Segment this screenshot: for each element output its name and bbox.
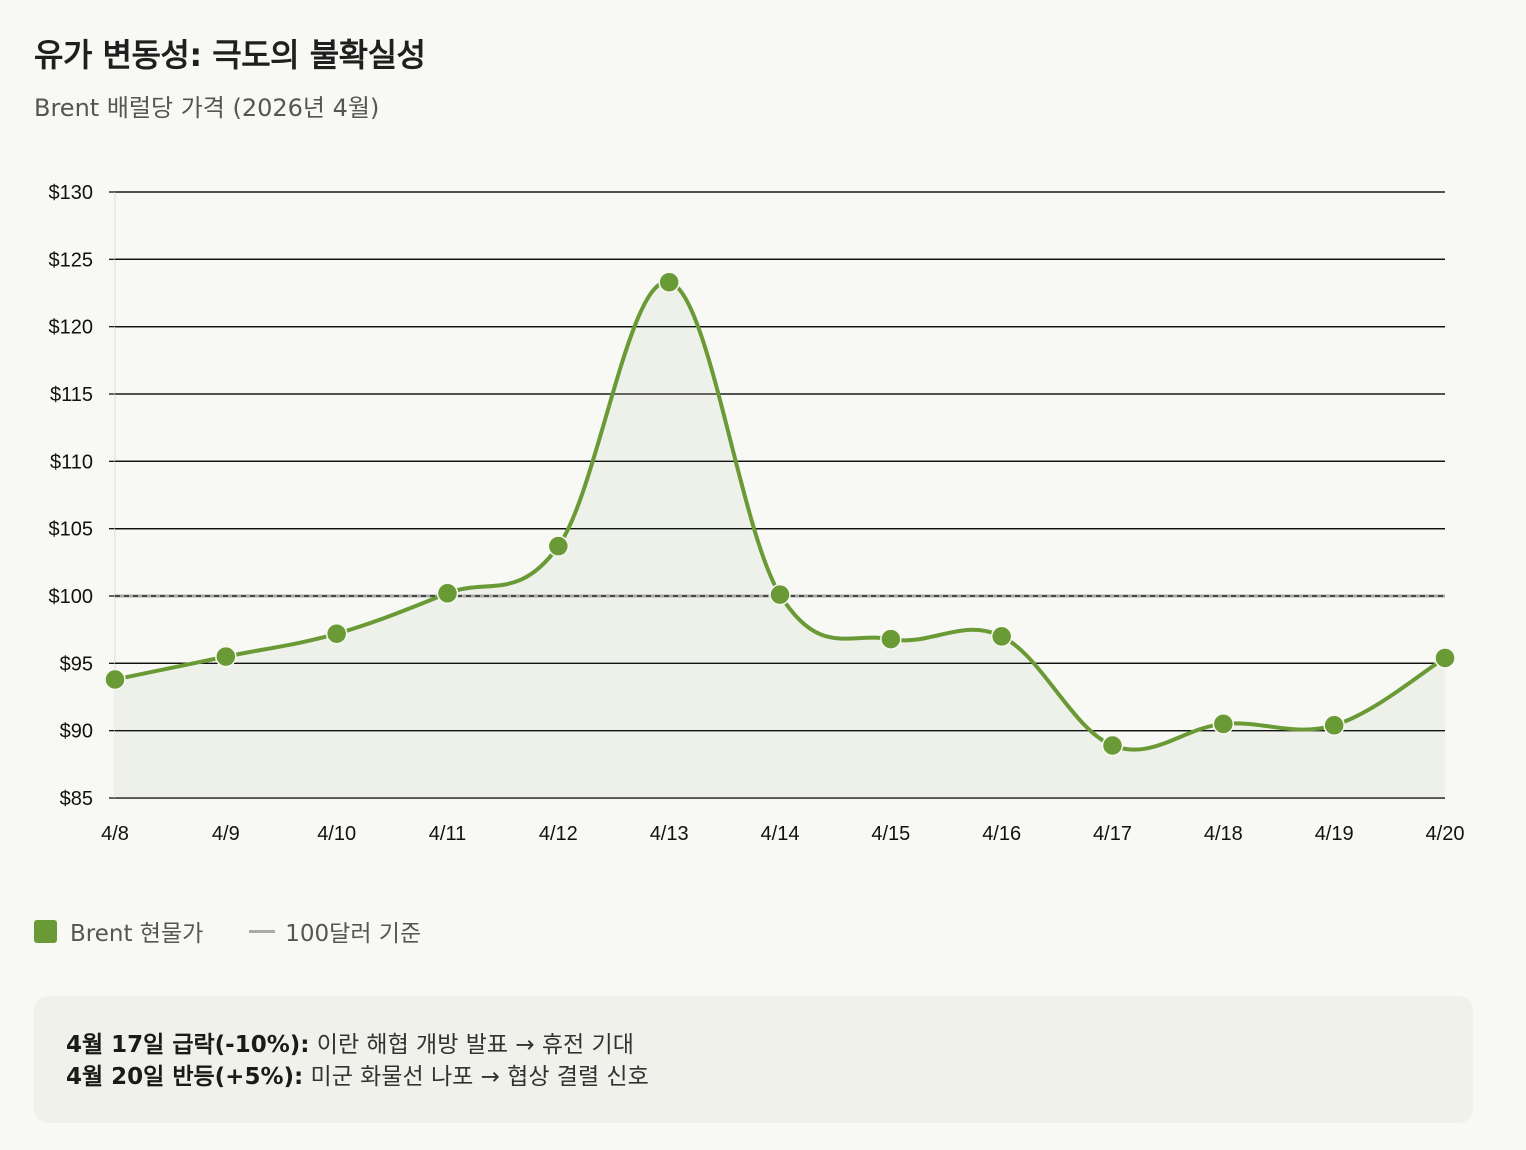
line-chart: $85 $90 $95 $100 $105 $110 $115 $120 $125 $130 4/8…	[49, 182, 1465, 845]
x-tick-label: 4/10	[317, 823, 356, 845]
legend-reference-label: 100달러 기준	[285, 921, 422, 947]
series-area	[115, 281, 1445, 798]
data-point	[990, 625, 1013, 648]
note-line: 4월 17일 급락(-10%): 이란 해협 개방 발표 → 휴전 기대	[66, 1029, 1441, 1061]
legend: Brent 현물가 100달러 기준	[34, 914, 467, 948]
notes-box: 4월 17일 급락(-10%): 이란 해협 개방 발표 → 휴전 기대 4월 …	[34, 996, 1473, 1123]
y-tick-label: $95	[60, 653, 93, 675]
legend-item-series[interactable]: Brent 현물가	[34, 914, 203, 948]
x-tick-label: 4/14	[761, 823, 800, 845]
data-point	[1434, 647, 1456, 669]
data-point	[436, 582, 459, 605]
y-tick-label: $120	[49, 317, 94, 339]
x-tick-label: 4/8	[101, 823, 129, 845]
data-point	[658, 271, 680, 293]
legend-reference-swatch	[249, 929, 276, 933]
x-tick-label: 4/18	[1204, 823, 1243, 845]
x-tick-label: 4/19	[1315, 823, 1354, 845]
x-tick-label: 4/17	[1093, 823, 1132, 845]
y-tick-label: $110	[50, 451, 93, 473]
data-point	[547, 535, 570, 557]
x-tick-label: 4/11	[429, 823, 466, 845]
note-heading: 4월 17일 급락(-10%):	[66, 1032, 310, 1058]
legend-series-swatch	[34, 919, 57, 943]
data-point	[769, 583, 791, 606]
y-tick-label: $100	[49, 586, 94, 608]
series-line	[114, 280, 1447, 752]
legend-item-reference[interactable]: 100달러 기준	[249, 914, 421, 948]
x-tick-label: 4/13	[650, 823, 689, 845]
note-heading: 4월 20일 반등(+5%):	[66, 1064, 304, 1090]
note-text: 이란 해협 개방 발표 → 휴전 기대	[309, 1032, 634, 1058]
x-tick-label: 4/9	[212, 823, 240, 845]
y-tick-label: $85	[60, 788, 93, 810]
data-point	[1101, 734, 1124, 757]
y-tick-label: $125	[49, 249, 94, 271]
x-tick-label: 4/20	[1426, 823, 1465, 845]
data-point	[325, 622, 348, 645]
chart-subtitle: Brent 배럴당 가격 (2026년 4월)	[34, 94, 380, 122]
data-point	[215, 645, 237, 668]
data-point	[1323, 714, 1345, 737]
y-tick-label: $115	[50, 384, 93, 406]
x-tick-label: 4/15	[871, 823, 910, 845]
chart-title: 유가 변동성: 극도의 불확실성	[34, 36, 426, 74]
x-tick-label: 4/12	[539, 823, 578, 845]
data-point	[880, 628, 902, 650]
legend-series-label: Brent 현물가	[70, 921, 204, 947]
y-tick-label: $130	[49, 182, 94, 204]
note-line: 4월 20일 반등(+5%): 미군 화물선 나포 → 협상 결렬 신호	[66, 1061, 1441, 1093]
y-tick-label: $90	[60, 721, 93, 743]
x-tick-label: 4/16	[982, 823, 1021, 845]
data-point	[104, 668, 126, 691]
data-point	[1212, 713, 1235, 735]
y-tick-label: $105	[49, 519, 94, 541]
note-text: 미군 화물선 나포 → 협상 결렬 신호	[303, 1064, 649, 1090]
